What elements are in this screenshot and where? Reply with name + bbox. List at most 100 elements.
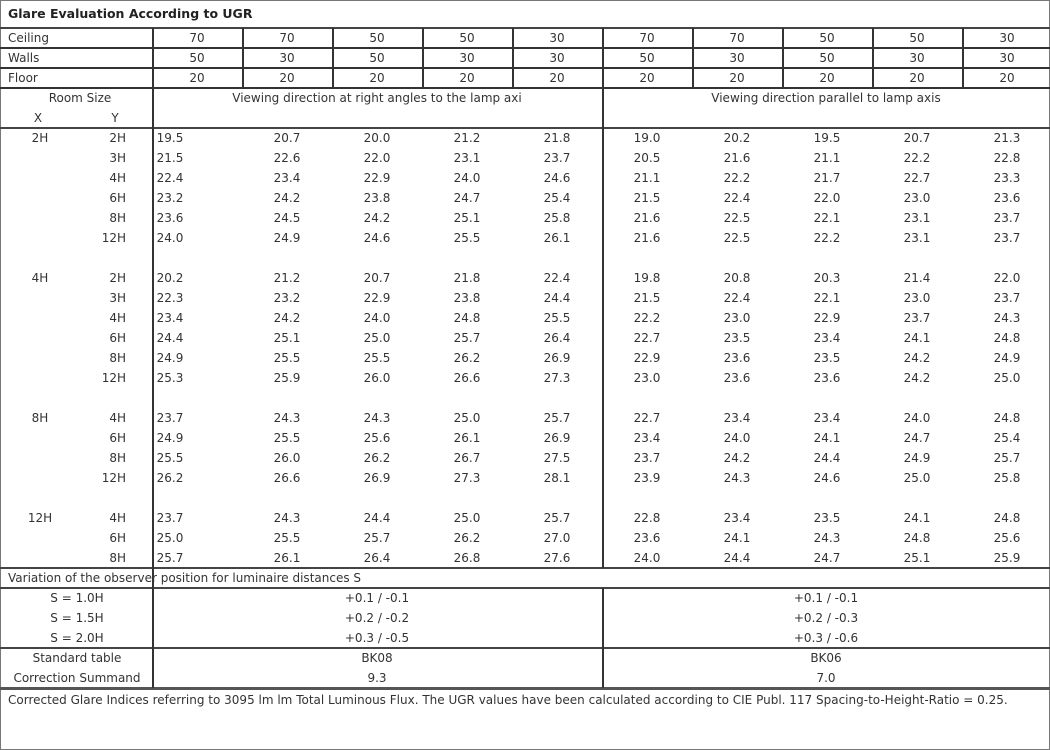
ugr-value-parallel: 24.1	[723, 531, 751, 545]
ugr-value-perpendicular: 22.3	[156, 291, 184, 305]
ugr-value-parallel: 25.6	[993, 531, 1021, 545]
ugr-value-parallel: 21.7	[813, 171, 841, 185]
ugr-value-parallel: 19.0	[633, 131, 661, 145]
ugr-value-parallel: 22.2	[633, 311, 661, 325]
ugr-value-perpendicular: 25.0	[453, 511, 481, 525]
ugr-value-perpendicular: 25.5	[273, 431, 301, 445]
ugr-value-perpendicular: 24.0	[156, 231, 184, 245]
room-y: 8H	[109, 211, 126, 225]
correction-summand-parallel: 7.0	[816, 671, 836, 685]
ugr-value-perpendicular: 26.9	[543, 351, 571, 365]
divider	[332, 28, 334, 88]
reflectance-value: 50	[819, 31, 835, 45]
ugr-value-perpendicular: 26.9	[363, 471, 391, 485]
room-y: 4H	[109, 171, 126, 185]
ugr-value-perpendicular: 20.7	[273, 131, 301, 145]
ugr-value-perpendicular: 24.6	[363, 231, 391, 245]
divider	[0, 67, 1050, 69]
ugr-value-parallel: 23.7	[993, 231, 1021, 245]
ugr-value-parallel: 22.2	[903, 151, 931, 165]
ugr-value-perpendicular: 26.1	[543, 231, 571, 245]
ugr-value-parallel: 21.3	[993, 131, 1021, 145]
ugr-value-perpendicular: 26.0	[363, 371, 391, 385]
ugr-value-parallel: 22.2	[813, 231, 841, 245]
divider	[602, 88, 604, 568]
ugr-value-parallel: 25.0	[993, 371, 1021, 385]
ugr-value-perpendicular: 27.6	[543, 551, 571, 565]
ugr-value-parallel: 22.1	[813, 211, 841, 225]
ugr-value-perpendicular: 25.0	[453, 411, 481, 425]
ugr-value-perpendicular: 24.4	[363, 511, 391, 525]
ugr-value-perpendicular: 24.7	[453, 191, 481, 205]
divider	[602, 28, 604, 88]
table-row: 3H 21.5 22.6 22.0 23.1 23.7 20.5 21.6 21.1 22.2 22…	[0, 148, 1050, 168]
ugr-value-parallel: 22.2	[723, 171, 751, 185]
ugr-value-perpendicular: 25.7	[543, 411, 571, 425]
divider	[0, 127, 1050, 129]
table-row: 8H 23.6 24.5 24.2 25.1 25.8 21.6 22.5 22.1 23.1 23…	[0, 208, 1050, 228]
ugr-value-parallel: 24.7	[813, 551, 841, 565]
ugr-value-parallel: 20.5	[633, 151, 661, 165]
table-row: 12H 25.3 25.9 26.0 26.6 27.3 23.0 23.6 23.6 24.2 2…	[0, 368, 1050, 388]
reflectance-value: 30	[549, 51, 565, 65]
ugr-value-perpendicular: 25.8	[543, 211, 571, 225]
reflectance-value: 30	[459, 51, 475, 65]
ugr-value-perpendicular: 25.7	[156, 551, 184, 565]
divider	[962, 28, 964, 88]
divider	[692, 28, 694, 88]
ugr-value-parallel: 23.6	[813, 371, 841, 385]
room-y: 12H	[101, 371, 126, 385]
ugr-value-perpendicular: 19.5	[156, 131, 184, 145]
ugr-value-perpendicular: 21.2	[273, 271, 301, 285]
column-header-row: Room Size Viewing direction at right angl…	[0, 88, 1050, 108]
ugr-value-parallel: 24.9	[903, 451, 931, 465]
ugr-value-parallel: 23.6	[993, 191, 1021, 205]
ugr-value-perpendicular: 25.5	[543, 311, 571, 325]
variation-perpendicular: +0.1 / -0.1	[344, 591, 410, 605]
ugr-value-perpendicular: 26.6	[453, 371, 481, 385]
room-y: 4H	[109, 311, 126, 325]
ugr-value-parallel: 23.6	[723, 371, 751, 385]
ugr-value-parallel: 24.3	[813, 531, 841, 545]
table-row: 8H 25.5 26.0 26.2 26.7 27.5 23.7 24.2 24.4 24.9 25…	[0, 448, 1050, 468]
ugr-value-perpendicular: 24.2	[363, 211, 391, 225]
reflectance-value: 20	[549, 71, 565, 85]
ugr-value-parallel: 22.9	[633, 351, 661, 365]
table-row: 6H 23.2 24.2 23.8 24.7 25.4 21.5 22.4 22.0 23.0 23…	[0, 188, 1050, 208]
ugr-value-parallel: 20.2	[723, 131, 751, 145]
ugr-value-perpendicular: 25.0	[156, 531, 184, 545]
reflectance-value: 20	[729, 71, 745, 85]
reflectance-value: 20	[459, 71, 475, 85]
ugr-value-perpendicular: 24.2	[273, 191, 301, 205]
reflectance-value: 50	[369, 31, 385, 45]
ugr-value-parallel: 24.8	[903, 531, 931, 545]
ugr-value-perpendicular: 27.3	[453, 471, 481, 485]
ugr-value-perpendicular: 25.5	[363, 351, 391, 365]
ugr-value-parallel: 24.2	[723, 451, 751, 465]
reflectance-value: 70	[279, 31, 295, 45]
ugr-value-parallel: 21.5	[633, 191, 661, 205]
ugr-value-parallel: 22.0	[993, 271, 1021, 285]
ugr-value-perpendicular: 22.4	[156, 171, 184, 185]
divider	[152, 88, 154, 688]
ugr-value-perpendicular: 23.6	[156, 211, 184, 225]
perpendicular-header: Viewing direction at right angles to the…	[232, 91, 522, 105]
ugr-value-perpendicular: 26.8	[453, 551, 481, 565]
ugr-value-perpendicular: 26.9	[543, 431, 571, 445]
ugr-value-parallel: 23.4	[723, 411, 751, 425]
ugr-value-parallel: 20.3	[813, 271, 841, 285]
variation-parallel: +0.2 / -0.3	[793, 611, 859, 625]
ugr-value-perpendicular: 24.2	[273, 311, 301, 325]
ugr-value-parallel: 24.1	[813, 431, 841, 445]
table-row: 4H 23.4 24.2 24.0 24.8 25.5 22.2 23.0 22.9 23.7 24…	[0, 308, 1050, 328]
ugr-value-perpendicular: 23.8	[363, 191, 391, 205]
ugr-value-perpendicular: 25.1	[453, 211, 481, 225]
ugr-value-perpendicular: 25.5	[273, 351, 301, 365]
ugr-value-perpendicular: 24.0	[363, 311, 391, 325]
divider	[242, 28, 244, 88]
ugr-value-parallel: 23.7	[993, 291, 1021, 305]
ugr-value-perpendicular: 26.2	[453, 351, 481, 365]
ugr-value-perpendicular: 26.6	[273, 471, 301, 485]
table-row: 8H 24.9 25.5 25.5 26.2 26.9 22.9 23.6 23.5 24.2 24…	[0, 348, 1050, 368]
ugr-value-parallel: 23.4	[813, 331, 841, 345]
